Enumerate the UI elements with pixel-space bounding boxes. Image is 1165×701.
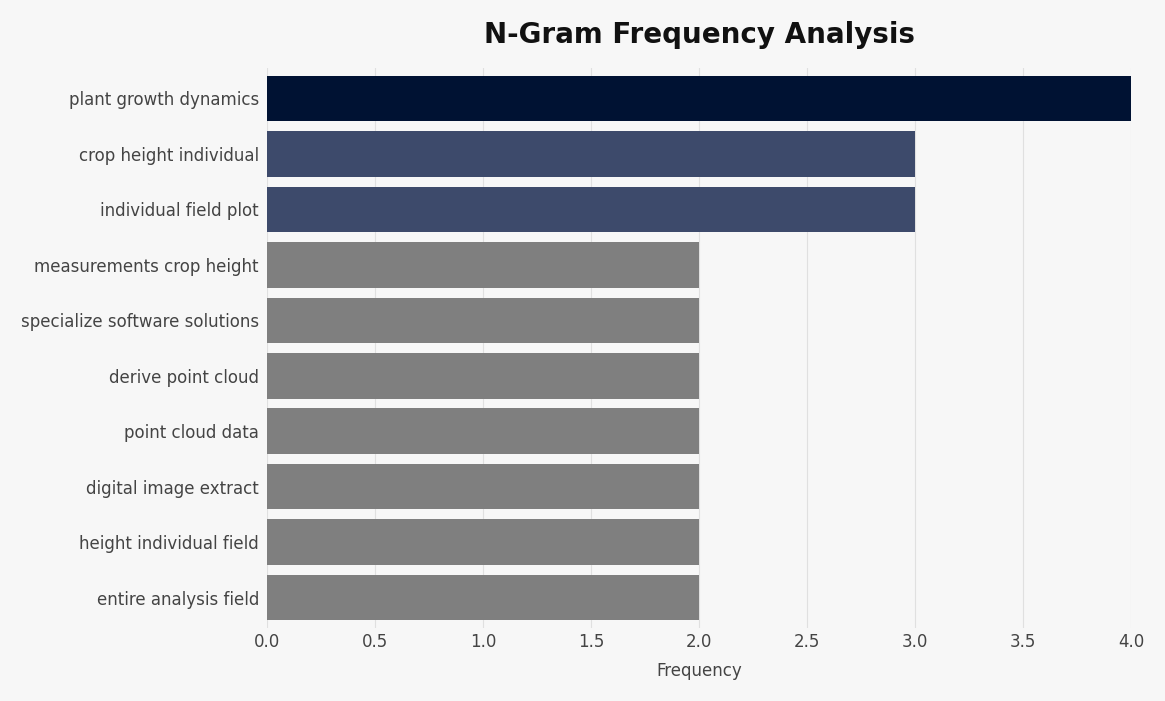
- Title: N-Gram Frequency Analysis: N-Gram Frequency Analysis: [483, 21, 915, 49]
- Bar: [267, 464, 699, 510]
- Bar: [267, 242, 699, 287]
- Bar: [267, 519, 699, 565]
- Bar: [267, 575, 699, 620]
- Bar: [267, 297, 699, 343]
- X-axis label: Frequency: Frequency: [656, 662, 742, 680]
- Bar: [267, 186, 915, 232]
- Bar: [267, 131, 915, 177]
- Bar: [267, 409, 699, 454]
- Bar: [267, 353, 699, 398]
- Bar: [267, 76, 1131, 121]
